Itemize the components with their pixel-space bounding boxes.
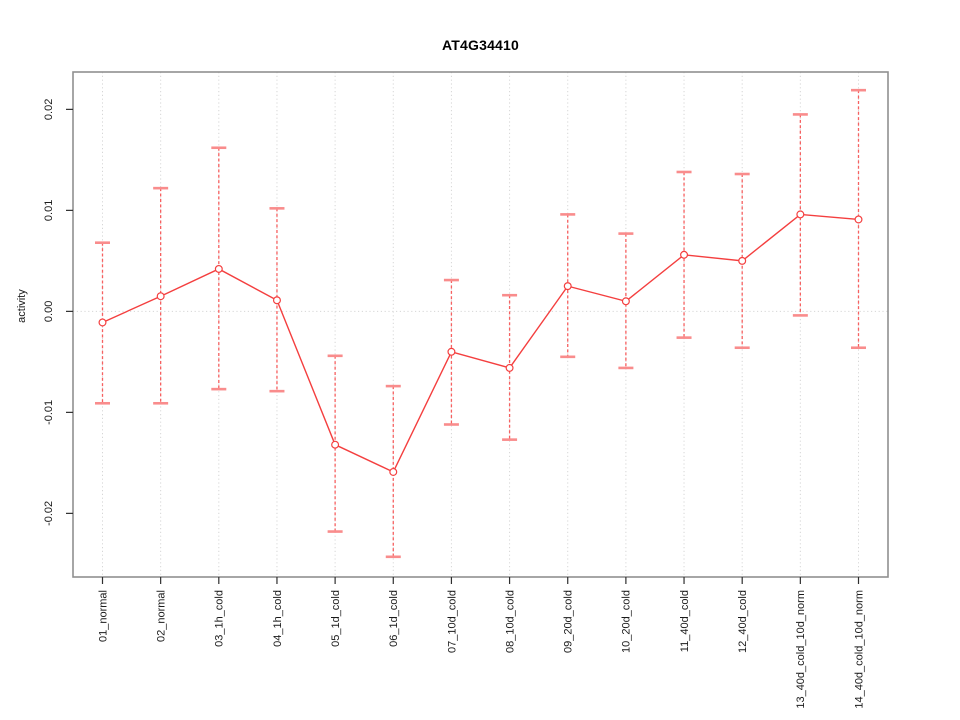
data-point-marker [272,296,281,305]
x-tick-label: 10_20d_cold [621,590,633,653]
data-point-marker [389,467,398,476]
series-line [102,213,859,473]
y-tick-label: 0.02 [43,99,55,120]
data-point-marker [563,282,572,291]
x-tick-label: 05_1d_cold [330,590,342,647]
x-tick-label: 13_40d_cold_10d_norm [795,590,807,709]
x-tick-label: 04_1h_cold [272,590,284,647]
data-point-marker [156,292,165,301]
x-tick-label: 08_10d_cold [504,590,516,653]
x-tick-label: 01_normal [97,590,109,642]
data-point-marker [796,210,805,219]
y-tick-label: 0.01 [43,200,55,221]
data-point-marker [738,256,747,265]
plot-border [72,71,889,578]
y-tick-label: 0.00 [43,301,55,322]
data-point-marker [621,297,630,306]
x-tick-label: 14_40d_cold_10d_norm [853,590,865,709]
x-tick-label: 12_40d_cold [737,590,749,653]
chart-title: AT4G34410 [441,37,520,53]
x-tick-label: 03_1h_cold [214,590,226,647]
x-tick-label: 06_1d_cold [388,590,400,647]
data-point-marker [854,215,863,224]
data-point-marker [331,440,340,449]
y-tick-label: -0.02 [43,501,55,526]
x-tick-label: 07_10d_cold [446,590,458,653]
data-point-marker [214,264,223,273]
data-point-marker [505,363,514,372]
y-tick-label: -0.01 [43,400,55,425]
x-tick-label: 02_normal [156,590,168,642]
data-point-marker [447,347,456,356]
data-point-marker [98,318,107,327]
x-tick-label: 09_20d_cold [563,590,575,653]
data-point-marker [680,250,689,259]
x-tick-label: 11_40d_cold [679,590,691,652]
